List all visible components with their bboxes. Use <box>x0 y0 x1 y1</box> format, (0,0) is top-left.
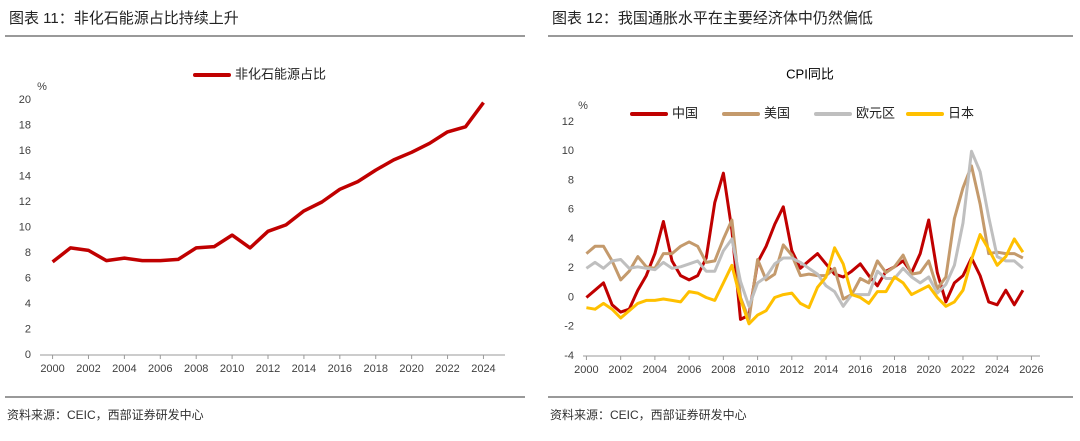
y-tick-label: 8 <box>568 174 574 186</box>
x-tick-label: 2008 <box>711 364 735 376</box>
series-line <box>585 164 1024 321</box>
y-tick-label: 10 <box>19 221 31 233</box>
x-tick-label: 2010 <box>220 363 244 375</box>
chart-title: 图表 12：我国通胀水平在主要经济体中仍然偏低 <box>552 10 873 27</box>
x-tick-label: 2020 <box>399 363 423 375</box>
x-tick-label: 2018 <box>363 363 387 375</box>
legend-label: 日本 <box>948 105 974 120</box>
legend-label: 非化石能源占比 <box>235 66 326 81</box>
y-tick-label: 6 <box>25 272 31 284</box>
y-tick-label: 8 <box>25 247 31 259</box>
x-tick-label: 2002 <box>76 363 100 375</box>
x-tick-label: 2022 <box>435 363 459 375</box>
x-tick-label: 2010 <box>745 364 769 376</box>
x-tick-label: 2002 <box>608 364 632 376</box>
chart-title: 图表 11：非化石能源占比持续上升 <box>9 10 239 27</box>
x-tick-label: 2006 <box>677 364 701 376</box>
y-unit: % <box>37 81 47 93</box>
x-tick-label: 2026 <box>1019 364 1043 376</box>
source-note: 资料来源：CEIC，西部证券研发中心 <box>7 407 204 422</box>
y-tick-label: 6 <box>568 204 574 216</box>
x-tick-label: 2014 <box>814 364 838 376</box>
x-tick-label: 2020 <box>917 364 941 376</box>
x-tick-label: 2004 <box>643 364 667 376</box>
y-tick-label: 0 <box>25 349 31 361</box>
x-tick-label: 2024 <box>985 364 1009 376</box>
chart-subtitle: CPI同比 <box>786 66 834 81</box>
y-unit: % <box>578 100 588 112</box>
series-line <box>586 233 1025 326</box>
x-tick-label: 2008 <box>184 363 208 375</box>
y-tick-label: 10 <box>562 145 574 157</box>
x-tick-label: 2004 <box>112 363 136 375</box>
y-tick-label: 0 <box>568 291 574 303</box>
y-tick-label: -2 <box>564 321 574 333</box>
x-tick-label: 2012 <box>780 364 804 376</box>
x-tick-label: 2000 <box>40 363 64 375</box>
legend-label: 中国 <box>672 105 698 120</box>
x-tick-label: 2000 <box>574 364 598 376</box>
y-tick-label: 12 <box>19 196 31 208</box>
x-tick-label: 2014 <box>292 363 316 375</box>
legend-label: 欧元区 <box>856 105 895 120</box>
legend-label: 美国 <box>764 105 790 120</box>
x-tick-label: 2018 <box>882 364 906 376</box>
x-tick-label: 2012 <box>256 363 280 375</box>
y-tick-label: 12 <box>562 116 574 128</box>
y-tick-label: 2 <box>568 262 574 274</box>
series-line <box>51 101 485 264</box>
x-tick-label: 2022 <box>951 364 975 376</box>
y-tick-label: 18 <box>19 119 31 131</box>
y-tick-label: 4 <box>568 233 574 245</box>
y-tick-label: 14 <box>19 170 31 182</box>
x-tick-label: 2016 <box>848 364 872 376</box>
y-tick-label: -4 <box>564 350 574 362</box>
x-tick-label: 2024 <box>471 363 495 375</box>
y-tick-label: 4 <box>25 298 31 310</box>
x-tick-label: 2016 <box>328 363 352 375</box>
series-line <box>585 149 1024 308</box>
x-tick-label: 2006 <box>148 363 172 375</box>
y-tick-label: 16 <box>19 145 31 157</box>
y-tick-label: 20 <box>19 94 31 106</box>
y-tick-label: 2 <box>25 323 31 335</box>
source-note: 资料来源：CEIC，西部证券研发中心 <box>550 407 747 422</box>
